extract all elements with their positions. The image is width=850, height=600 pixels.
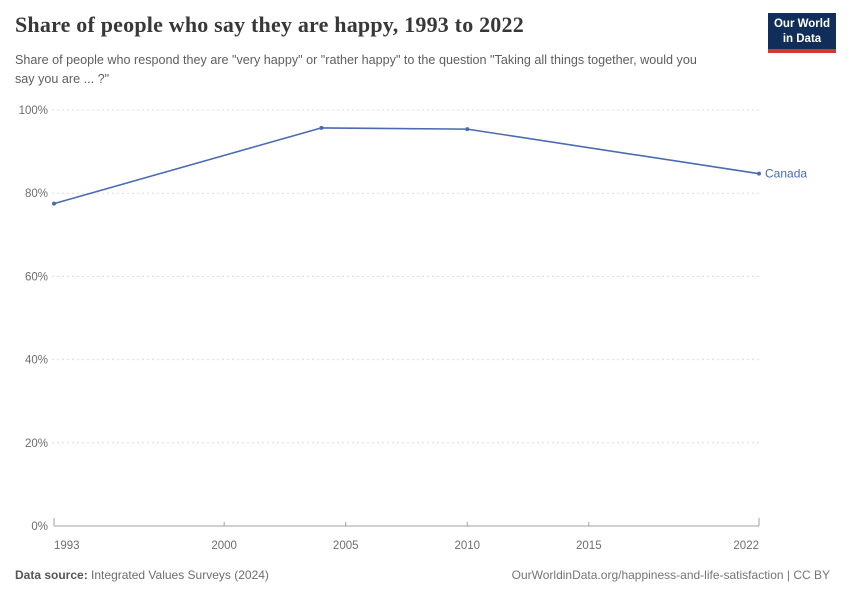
data-point[interactable] <box>319 125 324 130</box>
y-axis-tick-label: 0% <box>31 521 48 533</box>
series-end-label[interactable]: Canada <box>765 167 807 181</box>
page-title: Share of people who say they are happy, … <box>15 12 524 37</box>
x-axis-tick-label: 2005 <box>333 540 359 552</box>
data-point[interactable] <box>757 171 761 176</box>
attribution-link[interactable]: OurWorldinData.org/happiness-and-life-sa… <box>511 568 830 582</box>
owid-logo[interactable]: Our World in Data <box>768 13 836 54</box>
x-axis-tick-label: 1993 <box>54 540 80 552</box>
owid-logo-line2: in Data <box>782 32 822 45</box>
y-axis-tick-label: 20% <box>25 438 48 450</box>
x-axis-tick-label: 2022 <box>733 540 759 552</box>
data-point[interactable] <box>52 201 56 206</box>
x-axis-tick-label: 2010 <box>454 540 480 552</box>
y-axis-tick-label: 40% <box>25 355 48 367</box>
y-axis-tick-label: 60% <box>25 271 48 283</box>
data-point[interactable] <box>465 127 470 132</box>
data-source: Data source: Integrated Values Surveys (… <box>15 568 269 582</box>
x-axis-tick-label: 2015 <box>576 540 602 552</box>
data-source-label: Data source: <box>15 568 88 582</box>
chart-footer: Data source: Integrated Values Surveys (… <box>15 568 830 582</box>
data-source-value: Integrated Values Surveys (2024) <box>91 568 269 582</box>
y-axis-tick-label: 80% <box>25 188 48 200</box>
x-axis-tick-label: 2000 <box>211 540 237 552</box>
data-line-canada[interactable] <box>53 127 760 205</box>
owid-logo-line1: Our World <box>773 18 830 30</box>
chart-subtitle: Share of people who respond they are "ve… <box>15 53 697 86</box>
y-axis-tick-label: 100% <box>19 105 48 117</box>
